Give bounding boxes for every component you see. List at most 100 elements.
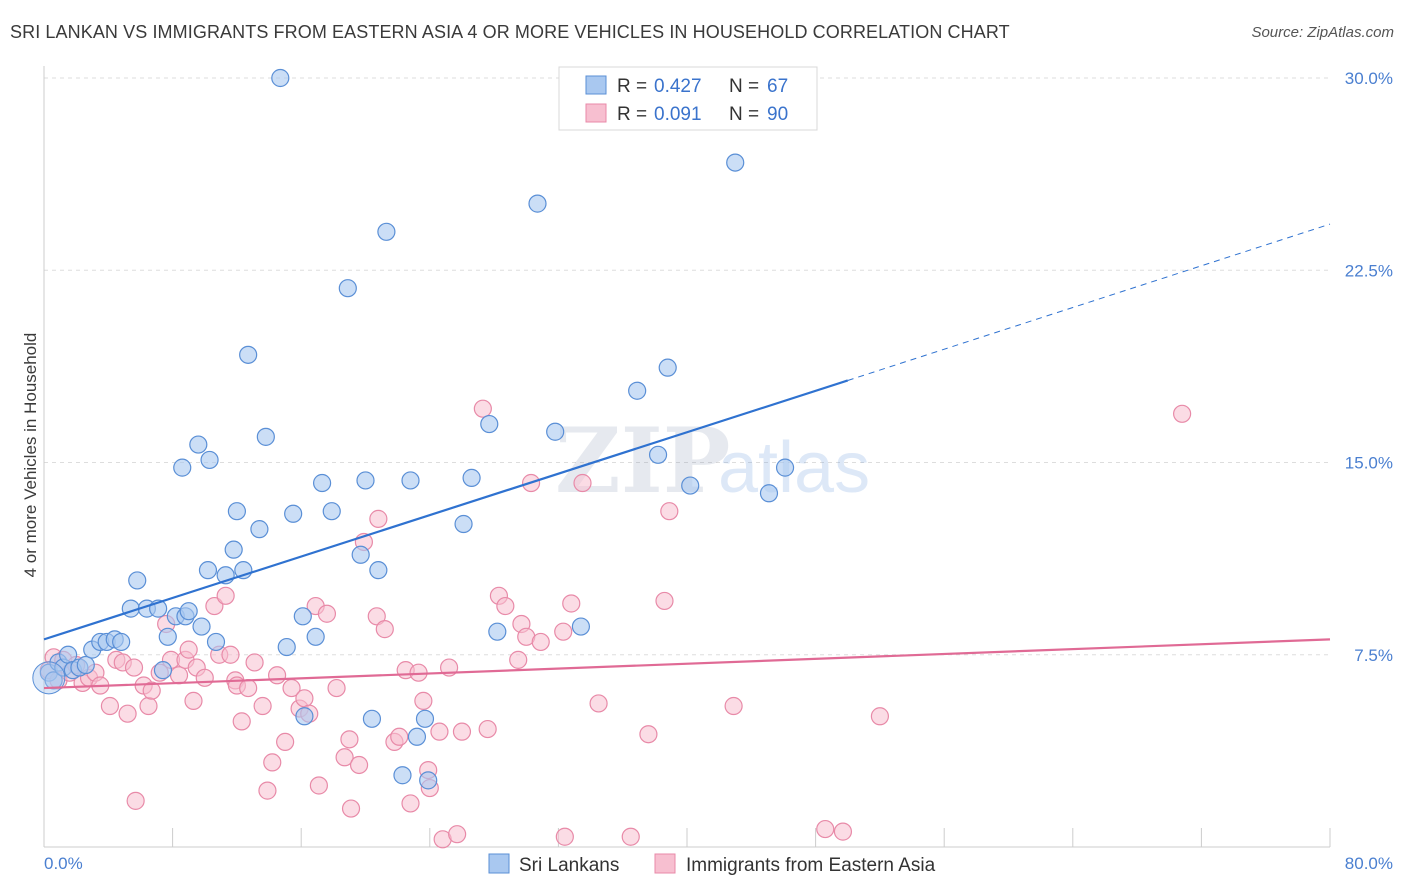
data-point-immigrants	[589, 694, 608, 713]
data-point-srilankans	[407, 727, 427, 746]
data-point-srilankans	[239, 345, 258, 364]
x-tick-label: 0.0%	[44, 854, 83, 873]
data-point-immigrants	[414, 691, 433, 710]
data-point-immigrants	[221, 645, 240, 664]
data-point-immigrants	[276, 732, 295, 752]
data-point-srilankans	[284, 504, 303, 523]
data-point-srilankans	[393, 766, 412, 785]
data-point-srilankans	[192, 617, 211, 636]
data-point-immigrants	[367, 607, 386, 626]
data-point-immigrants	[100, 696, 120, 716]
bottom-legend-swatch-pink	[654, 853, 676, 874]
data-point-immigrants	[340, 730, 359, 749]
data-point-immigrants	[1173, 404, 1192, 423]
data-point-srilankans	[419, 771, 438, 790]
data-point-immigrants	[216, 586, 235, 605]
legend-n-value-2: 90	[767, 104, 788, 125]
bottom-legend: Sri Lankans Immigrants from Eastern Asia	[488, 853, 936, 876]
data-point-srilankans	[356, 471, 375, 490]
data-point-srilankans	[227, 502, 246, 521]
data-point-srilankans	[351, 545, 370, 564]
data-point-srilankans	[658, 358, 677, 377]
data-point-srilankans	[454, 514, 473, 534]
data-point-immigrants	[833, 822, 853, 841]
legend-r-value-2: 0.091	[654, 104, 702, 125]
legend-r-label-1: R =	[617, 76, 647, 97]
data-point-srilankans	[293, 607, 312, 626]
data-point-srilankans	[256, 427, 275, 446]
data-point-immigrants	[126, 791, 145, 810]
legend-swatch-blue	[585, 75, 607, 95]
bottom-legend-swatch-blue	[488, 853, 510, 874]
data-point-immigrants	[258, 781, 277, 800]
data-point-immigrants	[142, 681, 161, 700]
data-point-immigrants	[179, 640, 198, 659]
data-point-immigrants	[554, 622, 573, 641]
data-point-immigrants	[341, 799, 361, 818]
data-point-immigrants	[327, 678, 346, 698]
data-point-srilankans	[362, 709, 382, 728]
data-point-srilankans	[571, 617, 591, 636]
data-point-immigrants	[473, 399, 492, 418]
data-point-immigrants	[390, 727, 409, 746]
data-point-srilankans	[224, 540, 243, 559]
data-point-immigrants	[562, 594, 581, 613]
y-tick-label: 7.5%	[1354, 646, 1393, 665]
bottom-legend-label-1: Sri Lankans	[519, 855, 619, 876]
data-point-immigrants	[267, 666, 287, 685]
data-point-immigrants	[205, 596, 224, 616]
data-point-srilankans	[322, 502, 341, 521]
data-point-immigrants	[139, 696, 158, 716]
data-point-immigrants	[232, 712, 251, 731]
data-point-srilankans	[250, 520, 269, 539]
data-point-immigrants	[124, 658, 144, 677]
data-point-immigrants	[660, 502, 679, 521]
data-point-immigrants	[263, 753, 282, 772]
data-point-immigrants	[531, 632, 550, 652]
series-srilankans-points	[32, 68, 795, 790]
data-point-srilankans	[726, 153, 745, 172]
data-point-immigrants	[375, 620, 394, 639]
data-point-srilankans	[480, 414, 499, 434]
data-point-immigrants	[295, 689, 314, 708]
trend-line-immigrants	[43, 638, 1331, 690]
data-point-srilankans	[173, 458, 192, 477]
y-axis-label: 4 or more Vehicles in Household	[21, 333, 40, 578]
data-point-srilankans	[179, 602, 198, 621]
data-point-immigrants	[573, 473, 592, 493]
data-point-immigrants	[335, 748, 354, 767]
data-point-srilankans-cluster	[32, 661, 66, 695]
trend-line-srilankans	[43, 379, 849, 641]
data-point-srilankans	[312, 473, 332, 493]
legend-n-value-1: 67	[767, 76, 788, 97]
data-point-srilankans	[401, 471, 420, 490]
data-point-srilankans	[377, 222, 396, 241]
data-point-immigrants	[496, 596, 515, 616]
watermark: ZIP atlas	[555, 408, 870, 514]
data-point-immigrants	[870, 707, 890, 726]
data-point-immigrants	[555, 827, 574, 846]
data-point-srilankans	[338, 279, 357, 298]
data-point-srilankans	[295, 707, 314, 726]
data-point-immigrants	[118, 704, 137, 723]
data-point-immigrants	[816, 819, 835, 839]
x-tick-label: 80.0%	[1345, 854, 1393, 873]
y-tick-label: 22.5%	[1345, 261, 1393, 280]
legend-n-label-1: N =	[729, 76, 759, 97]
data-point-srilankans	[158, 627, 177, 646]
data-point-srilankans	[648, 445, 668, 464]
data-point-srilankans	[206, 632, 226, 652]
data-point-immigrants	[478, 719, 497, 739]
y-tick-label: 30.0%	[1345, 69, 1393, 88]
legend-swatch-pink	[585, 103, 607, 123]
legend-n-label-2: N =	[729, 104, 759, 125]
data-point-srilankans	[128, 571, 147, 590]
data-point-srilankans	[681, 476, 700, 495]
data-point-srilankans	[277, 637, 296, 657]
legend-r-value-1: 0.427	[654, 76, 702, 97]
data-point-srilankans	[759, 484, 779, 503]
legend-r-label-2: R =	[617, 104, 647, 125]
data-point-immigrants	[655, 591, 674, 611]
data-point-srilankans	[198, 561, 218, 580]
